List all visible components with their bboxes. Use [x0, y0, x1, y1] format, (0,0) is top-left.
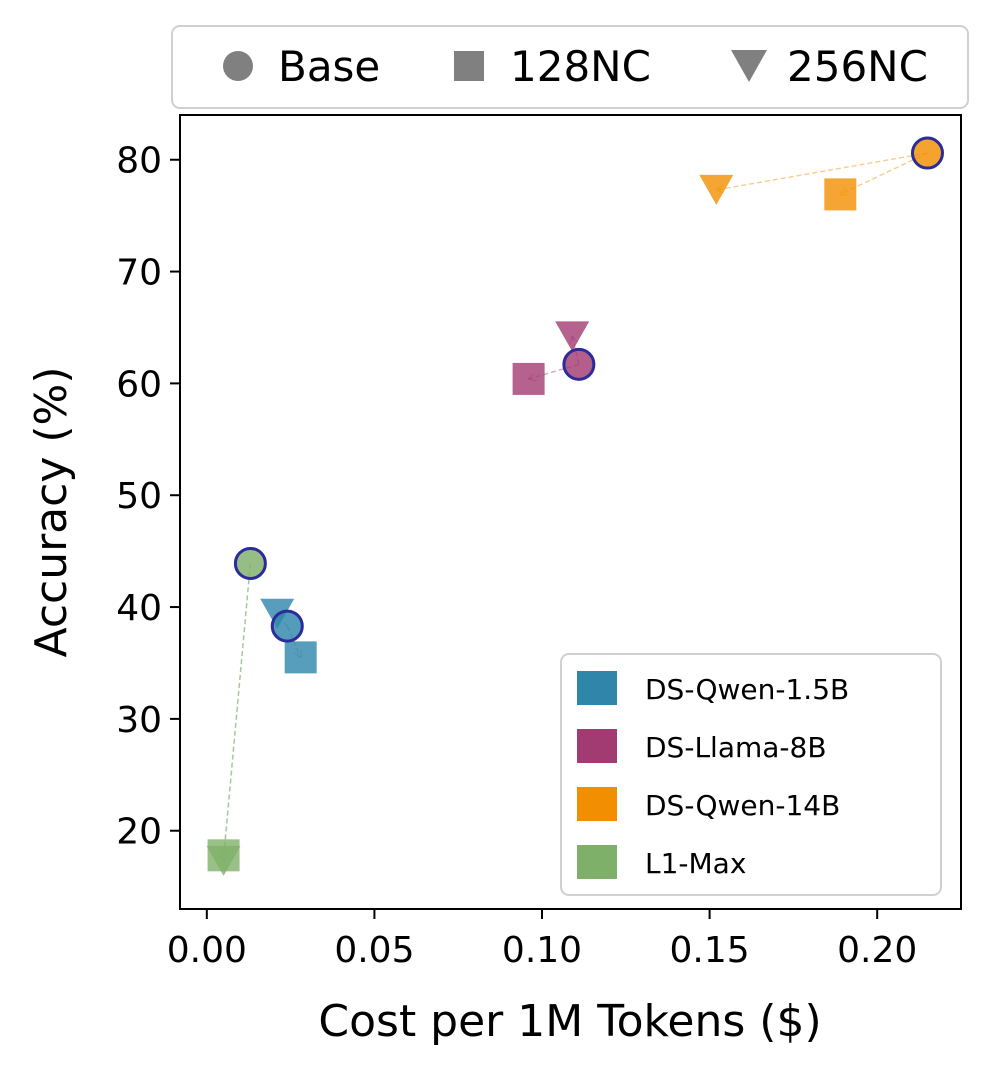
model-legend-frame [560, 653, 942, 896]
point-ds-qwen-14b-128nc [824, 178, 857, 211]
legend-128nc-label: 128NC [510, 42, 651, 91]
legend-128nc-marker [454, 51, 484, 81]
connector-ds-qwen-14b-256nc [716, 152, 928, 190]
legend-l1-max-label: L1-Max [645, 847, 746, 880]
x-axis-ticks: 0.00 0.05 0.10 0.15 0.20 [167, 909, 917, 971]
y-tick-label: 30 [116, 700, 162, 741]
y-axis-title: Accuracy (%) [26, 366, 77, 657]
x-tick-label: 0.20 [837, 930, 917, 971]
legend-ds-qwen-1-5b-swatch [577, 671, 617, 705]
connector-l1-max-256nc [224, 563, 252, 860]
x-tick-label: 0.10 [502, 930, 582, 971]
point-l1-max-128nc [207, 839, 240, 872]
legend-ds-llama-8b-swatch [577, 729, 617, 763]
y-tick-label: 40 [116, 588, 162, 629]
y-tick-label: 60 [116, 364, 162, 405]
y-axis-ticks: 20 30 40 50 60 70 80 [116, 141, 180, 853]
point-ds-qwen-14b-256nc [699, 174, 734, 205]
point-ds-qwen-1-5b-128nc [284, 641, 317, 674]
legend-256nc-marker [731, 50, 767, 82]
y-tick-label: 80 [116, 141, 162, 182]
legend-base-label: Base [278, 42, 380, 91]
legend-ds-qwen-14b-label: DS-Qwen-14B [645, 789, 840, 822]
point-ds-llama-8b-base [562, 347, 596, 381]
point-l1-max-base [233, 546, 267, 580]
y-tick-label: 20 [116, 812, 162, 853]
legend-ds-llama-8b-label: DS-Llama-8B [645, 731, 827, 764]
marker-legend: Base 128NC 256NC [171, 25, 969, 109]
x-tick-label: 0.00 [167, 930, 247, 971]
legend-l1-max-swatch [577, 845, 617, 879]
connector-l1-max-128nc [224, 563, 252, 855]
legend-256nc-label: 256NC [787, 42, 928, 91]
y-tick-label: 70 [116, 253, 162, 294]
point-ds-qwen-14b-base [910, 136, 944, 170]
legend-base-marker [223, 51, 253, 81]
marker-legend-frame [171, 25, 969, 109]
legend-ds-qwen-14b-swatch [577, 787, 617, 821]
x-tick-label: 0.15 [670, 930, 750, 971]
point-ds-qwen-1-5b-base [270, 609, 304, 643]
legend-ds-qwen-1-5b-label: DS-Qwen-1.5B [645, 673, 849, 706]
point-ds-llama-8b-128nc [512, 362, 545, 395]
plot-area-frame [179, 114, 962, 910]
point-ds-llama-8b-256nc [555, 321, 590, 352]
y-tick-label: 50 [116, 476, 162, 517]
x-axis-title: Cost per 1M Tokens ($) [318, 996, 821, 1047]
model-legend: DS-Qwen-1.5B DS-Llama-8B DS-Qwen-14B L1-… [560, 653, 942, 896]
x-tick-label: 0.05 [334, 930, 414, 971]
data-points [206, 136, 944, 876]
